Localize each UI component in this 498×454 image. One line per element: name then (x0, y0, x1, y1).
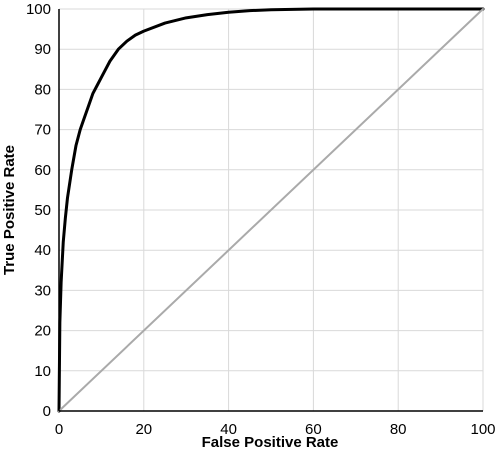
x-tick-label: 60 (305, 421, 322, 438)
x-tick-label: 0 (55, 421, 63, 438)
y-tick-label: 50 (34, 202, 51, 219)
y-tick-label: 20 (34, 323, 51, 340)
diagonal-reference-line (58, 8, 484, 412)
y-tick-label: 90 (34, 41, 51, 58)
y-tick-label: 60 (34, 162, 51, 179)
y-axis-title: True Positive Rate (1, 145, 18, 275)
y-tick-label: 10 (34, 363, 51, 380)
x-tick-label: 20 (135, 421, 152, 438)
tick-labels: 0 10 20 30 40 50 60 70 80 90 100 0 20 40 60 80 100 (26, 1, 496, 438)
x-tick-label: 80 (390, 421, 407, 438)
axes (58, 9, 483, 412)
y-tick-label: 100 (26, 1, 51, 18)
y-tick-label: 40 (34, 242, 51, 259)
y-tick-label: 70 (34, 122, 51, 139)
series-layer (57, 7, 485, 413)
x-axis-title: False Positive Rate (202, 434, 339, 451)
y-tick-label: 80 (34, 81, 51, 98)
x-tick-label: 40 (220, 421, 237, 438)
y-tick-label: 30 (34, 282, 51, 299)
y-tick-label: 0 (43, 403, 51, 420)
x-tick-label: 100 (470, 421, 495, 438)
roc-curve-line (57, 7, 485, 413)
